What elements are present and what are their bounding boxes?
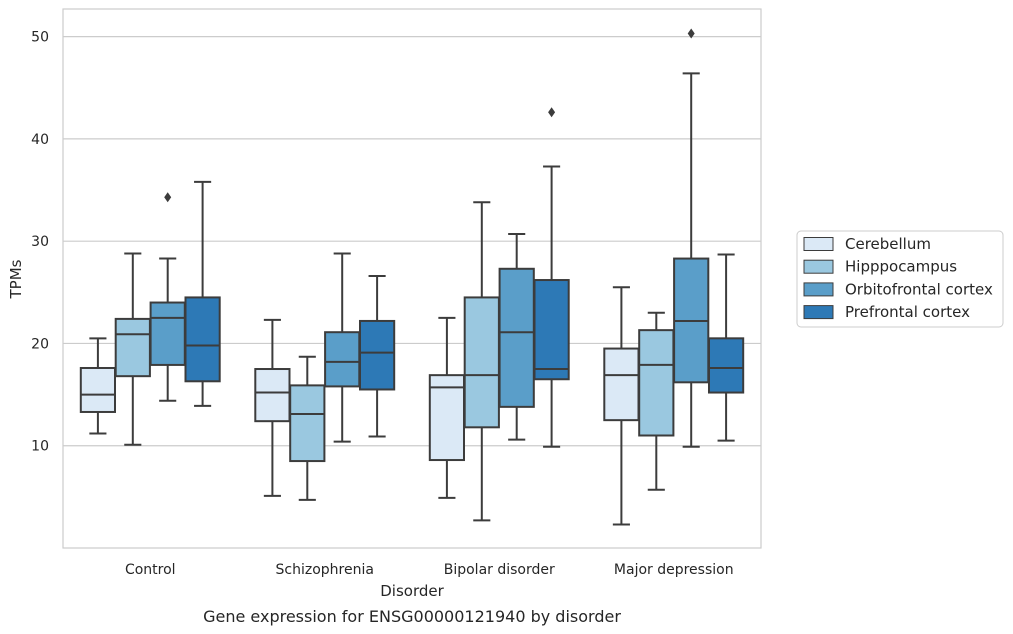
box-0-3	[184, 180, 221, 407]
x-tick-label: Schizophrenia	[276, 562, 374, 578]
box-iqr	[638, 329, 675, 437]
box-0-2	[149, 192, 186, 402]
x-tick-labels: Control Schizophrenia Bipolar disorder Majo…	[125, 562, 734, 578]
box-iqr	[603, 347, 640, 422]
legend-swatch	[803, 282, 834, 297]
box-3-2	[673, 28, 710, 448]
legend-label: Cerebellum	[845, 235, 931, 253]
legend-frame	[796, 230, 1004, 328]
box-plots	[79, 28, 745, 526]
box-1-2	[324, 252, 361, 443]
box-0-0	[79, 337, 117, 435]
legend-swatch	[803, 237, 834, 251]
box-1-1	[289, 355, 326, 501]
y-axis-label: TPMs	[7, 259, 25, 299]
box-iqr	[358, 319, 396, 391]
y-tick-labels: 10 20 30 40 50	[31, 30, 49, 455]
box-iqr	[289, 384, 326, 463]
box-iqr	[79, 366, 117, 413]
box-iqr	[463, 296, 500, 429]
box-iqr	[533, 279, 570, 381]
y-tick-label: 40	[31, 132, 49, 148]
outlier-point	[164, 192, 172, 203]
box-1-0	[254, 318, 291, 497]
y-tick-label: 50	[31, 30, 49, 46]
plot-frame	[62, 8, 762, 549]
box-iqr	[707, 337, 745, 394]
box-1-3	[358, 274, 396, 438]
box-iqr	[149, 301, 186, 366]
box-iqr	[184, 296, 221, 383]
box-2-3	[533, 107, 570, 448]
outlier-point	[548, 107, 556, 118]
chart-caption: Gene expression for ENSG00000121940 by d…	[203, 607, 621, 626]
legend-swatch	[803, 259, 834, 274]
x-tick-label: Bipolar disorder	[444, 562, 555, 578]
x-axis-label: Disorder	[380, 582, 444, 600]
box-iqr	[114, 317, 151, 378]
y-tick-label: 30	[31, 234, 49, 250]
outlier-point	[687, 28, 695, 39]
legend-label: Prefrontal cortex	[845, 303, 970, 321]
box-iqr	[324, 331, 361, 388]
box-iqr	[254, 368, 291, 423]
box-iqr	[498, 267, 535, 408]
legend-label: Orbitofrontal cortex	[845, 280, 993, 298]
box-2-1	[463, 201, 500, 522]
x-tick-label: Major depression	[614, 562, 734, 578]
x-tick-label: Control	[125, 562, 176, 578]
y-tick-label: 20	[31, 336, 49, 352]
legend-swatch	[803, 305, 834, 320]
box-2-2	[498, 233, 535, 441]
box-3-1	[638, 311, 675, 491]
box-3-3	[707, 253, 745, 442]
box-2-0	[428, 316, 466, 499]
box-iqr	[428, 374, 466, 462]
box-0-1	[114, 252, 151, 446]
y-tick-label: 10	[31, 439, 49, 455]
legend: Cerebellum Hipppocampus Orbitofrontal cort…	[796, 230, 1004, 328]
legend-label: Hipppocampus	[845, 258, 957, 276]
box-3-0	[603, 286, 640, 526]
